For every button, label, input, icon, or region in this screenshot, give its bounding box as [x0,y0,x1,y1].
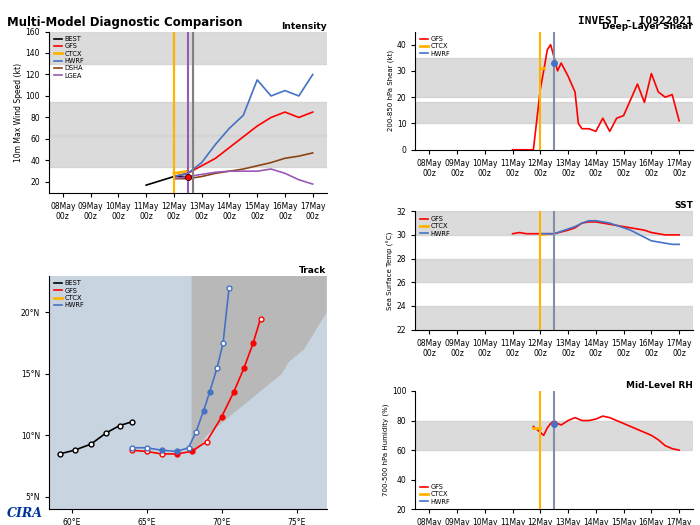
Bar [415,421,693,450]
Bar [415,58,693,97]
Bar [415,258,693,282]
Text: Mid-Level RH: Mid-Level RH [626,381,693,390]
Legend: BEST, GFS, CTCX, HWRF: BEST, GFS, CTCX, HWRF [52,279,85,310]
Polygon shape [192,276,327,454]
Text: INVEST - IO922021: INVEST - IO922021 [578,16,693,26]
Bar [49,32,327,64]
Text: Intensity: Intensity [281,22,327,31]
Legend: BEST, GFS, CTCX, HWRF, DSHA, LGEA: BEST, GFS, CTCX, HWRF, DSHA, LGEA [52,35,85,80]
Y-axis label: 700-500 hPa Humidity (%): 700-500 hPa Humidity (%) [383,404,389,496]
Text: Deep-Layer Shear: Deep-Layer Shear [602,22,693,31]
Bar [415,102,693,123]
Text: Multi-Model Diagnostic Comparison: Multi-Model Diagnostic Comparison [7,16,242,29]
Bar [415,306,693,330]
Bar [49,136,327,167]
Bar [415,211,693,235]
Bar [49,102,327,134]
Y-axis label: 200-850 hPa Shear (kt): 200-850 hPa Shear (kt) [387,50,394,131]
Text: CIRA: CIRA [7,507,43,520]
Text: SST: SST [674,202,693,211]
Legend: GFS, CTCX, HWRF: GFS, CTCX, HWRF [419,35,452,58]
Legend: GFS, CTCX, HWRF: GFS, CTCX, HWRF [419,482,452,506]
Text: Track: Track [300,266,327,275]
Legend: GFS, CTCX, HWRF: GFS, CTCX, HWRF [419,215,452,238]
Y-axis label: Sea Surface Temp (°C): Sea Surface Temp (°C) [386,231,394,310]
Polygon shape [369,438,398,478]
Y-axis label: 10m Max Wind Speed (kt): 10m Max Wind Speed (kt) [14,62,22,162]
